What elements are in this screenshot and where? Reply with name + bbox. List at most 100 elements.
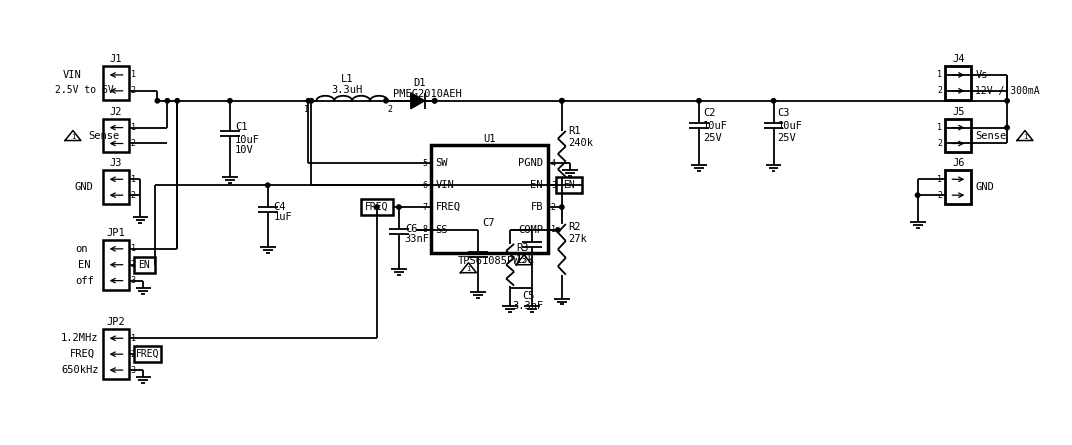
Text: C1: C1 (235, 121, 248, 132)
Circle shape (432, 99, 436, 103)
Bar (431, 146, 548, 253)
Text: R1: R1 (568, 125, 580, 136)
Text: 4: 4 (551, 159, 556, 168)
Circle shape (175, 99, 179, 103)
Circle shape (1004, 99, 1009, 103)
Bar (103, 66, 129, 100)
Text: EN: EN (563, 180, 575, 190)
Text: GND: GND (976, 182, 994, 192)
Circle shape (560, 205, 564, 209)
Circle shape (384, 99, 388, 103)
Text: 1: 1 (466, 266, 471, 272)
Bar (103, 119, 129, 153)
Text: 2.5V to 6V: 2.5V to 6V (55, 85, 114, 95)
Circle shape (227, 99, 233, 103)
Text: GND: GND (75, 182, 93, 192)
Text: FB: FB (531, 202, 542, 212)
Text: 1: 1 (131, 244, 135, 253)
Text: 1: 1 (71, 134, 75, 140)
Circle shape (555, 228, 560, 232)
Text: JP1: JP1 (106, 228, 125, 238)
Text: FREQ: FREQ (366, 202, 389, 212)
Text: J4: J4 (952, 54, 965, 64)
Text: Sense: Sense (88, 130, 119, 141)
Bar (103, 170, 129, 204)
Text: 1: 1 (131, 334, 135, 343)
Text: 10uF: 10uF (777, 121, 803, 131)
Text: 5: 5 (422, 159, 428, 168)
Text: 650kHz: 650kHz (61, 365, 99, 375)
Text: R3: R3 (516, 243, 528, 253)
Text: 25V: 25V (777, 133, 796, 142)
Text: 1: 1 (131, 175, 135, 184)
Text: C7: C7 (482, 218, 495, 228)
Text: on: on (75, 244, 88, 254)
Text: 25V: 25V (703, 133, 721, 142)
Text: 3: 3 (131, 276, 135, 285)
Text: 1: 1 (937, 70, 942, 79)
Text: 2: 2 (937, 86, 942, 95)
Text: SS: SS (435, 225, 448, 235)
Text: 2: 2 (131, 86, 135, 95)
Text: PGND: PGND (518, 158, 542, 168)
Text: VIN: VIN (63, 70, 81, 80)
Circle shape (397, 205, 401, 209)
Text: 8: 8 (422, 226, 428, 235)
Bar (946, 119, 971, 153)
Text: FREQ: FREQ (136, 349, 159, 359)
Circle shape (375, 205, 379, 209)
Text: J5: J5 (952, 107, 965, 117)
Circle shape (432, 99, 436, 103)
Text: C2: C2 (703, 108, 715, 117)
Text: 3.3nF: 3.3nF (512, 301, 544, 312)
Text: 2: 2 (388, 105, 393, 114)
Text: 10uF: 10uF (235, 134, 259, 145)
Text: 1: 1 (551, 226, 556, 235)
Polygon shape (411, 101, 425, 109)
Circle shape (309, 99, 314, 103)
Bar (361, 199, 393, 215)
Text: J2: J2 (109, 107, 122, 117)
Text: 2: 2 (131, 190, 135, 200)
Text: EN: EN (531, 180, 542, 190)
Text: TPS61085PW: TPS61085PW (458, 256, 521, 266)
Circle shape (915, 193, 920, 198)
Text: JP2: JP2 (106, 317, 125, 328)
Text: D1: D1 (413, 78, 426, 88)
Text: 2: 2 (937, 190, 942, 200)
Bar (103, 329, 129, 379)
Text: 2: 2 (131, 350, 135, 359)
Bar (946, 66, 971, 100)
Circle shape (1004, 125, 1009, 130)
Text: EN: EN (138, 260, 150, 270)
Text: 33nF: 33nF (405, 234, 430, 244)
Text: C6: C6 (405, 224, 417, 234)
Text: COMP: COMP (518, 225, 542, 235)
Bar (103, 240, 129, 290)
Text: 3: 3 (131, 366, 135, 375)
Text: R2: R2 (568, 222, 580, 232)
Circle shape (697, 99, 701, 103)
Text: 10uF: 10uF (703, 121, 728, 131)
Text: 240k: 240k (568, 138, 593, 147)
Text: C3: C3 (777, 108, 790, 117)
Circle shape (560, 99, 564, 103)
Text: SW: SW (435, 158, 448, 168)
Bar (556, 177, 582, 193)
Text: EN: EN (78, 260, 90, 270)
Text: U1: U1 (483, 134, 495, 144)
Text: 3.3uH: 3.3uH (331, 85, 362, 95)
Text: 2: 2 (551, 202, 556, 211)
Bar (134, 257, 155, 273)
Bar (134, 346, 162, 362)
Text: J1: J1 (109, 54, 122, 64)
Text: 27k: 27k (568, 234, 586, 244)
Bar (946, 170, 971, 204)
Text: 13k: 13k (516, 255, 535, 265)
Text: J3: J3 (109, 158, 122, 168)
Circle shape (772, 99, 776, 103)
Text: L1: L1 (341, 74, 354, 84)
Text: PMEG2010AEH: PMEG2010AEH (393, 89, 462, 99)
Text: C4: C4 (273, 202, 286, 212)
Text: 1: 1 (131, 123, 135, 132)
